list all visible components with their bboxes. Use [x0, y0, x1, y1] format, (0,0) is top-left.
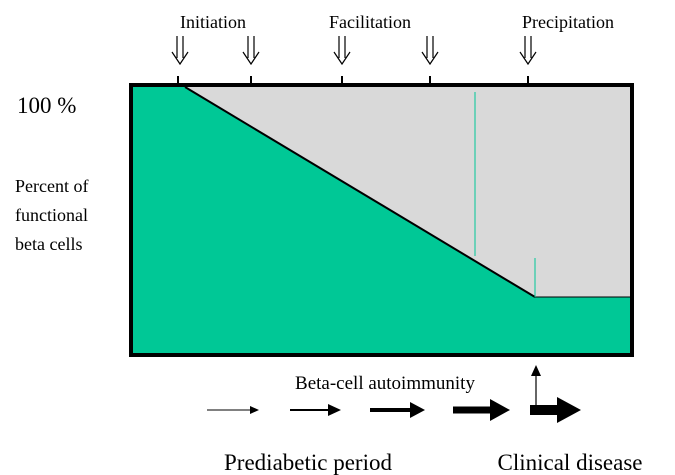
y-max-label: 100 % [17, 93, 76, 118]
y-label: Percent of [15, 176, 88, 196]
beta-cell-area [133, 87, 630, 353]
progress-arrows [207, 397, 581, 423]
period-label: Prediabetic period [224, 450, 392, 475]
decline-line [184, 86, 536, 298]
top-ticks [177, 76, 529, 85]
up-arrow-head [531, 365, 541, 376]
period-label: Clinical disease [498, 450, 643, 475]
y-label: beta cells [15, 234, 82, 254]
frame [129, 83, 634, 357]
stage-label: Precipitation [522, 12, 614, 32]
y-label: functional [15, 205, 88, 225]
stage-label: Facilitation [329, 12, 411, 32]
stage-label: Initiation [180, 12, 246, 32]
process-label: Beta-cell autoimmunity [295, 373, 475, 394]
